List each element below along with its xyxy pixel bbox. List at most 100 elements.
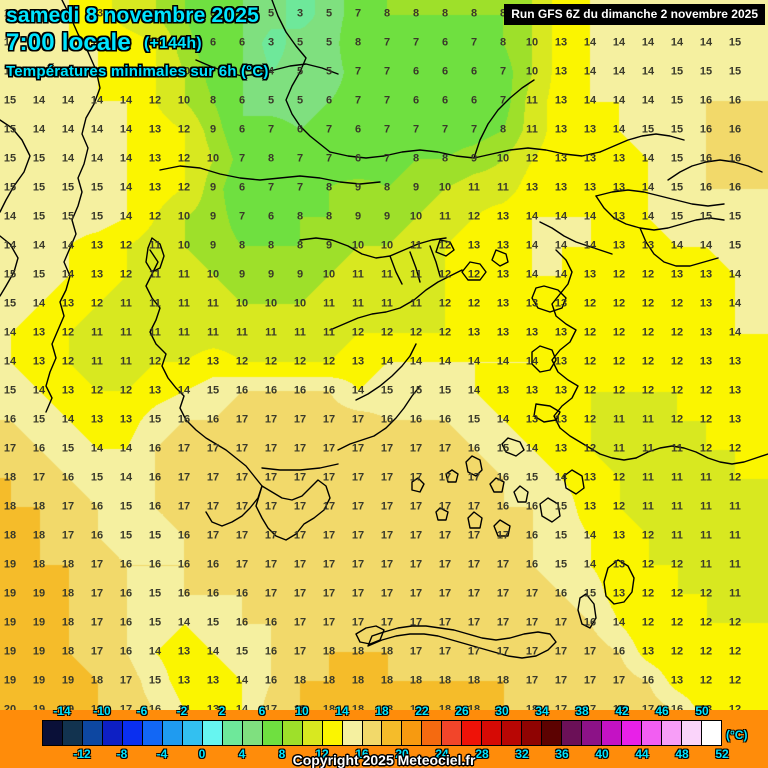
grid-value: 13 xyxy=(554,152,568,165)
grid-value: 13 xyxy=(670,268,684,281)
grid-value: 14 xyxy=(3,355,17,368)
grid-value: 16 xyxy=(235,587,249,600)
grid-value: 12 xyxy=(641,268,655,281)
grid-value: 18 xyxy=(90,674,104,687)
grid-value: 16 xyxy=(32,442,46,455)
grid-value: 14 xyxy=(612,616,626,629)
grid-value: 6 xyxy=(296,123,304,136)
coastline-path xyxy=(261,463,339,471)
grid-value: 14 xyxy=(728,326,742,339)
grid-value: 7 xyxy=(383,152,391,165)
grid-value: 15 xyxy=(61,210,75,223)
grid-value: 17 xyxy=(90,558,104,571)
grid-value: 14 xyxy=(699,239,713,252)
scale-swatch xyxy=(202,721,223,745)
grid-value: 18 xyxy=(438,674,452,687)
grid-value: 15 xyxy=(32,210,46,223)
grid-value: 8 xyxy=(238,239,246,252)
grid-value: 16 xyxy=(177,558,191,571)
scale-swatch xyxy=(522,721,543,745)
scale-swatch xyxy=(622,721,643,745)
grid-value: 9 xyxy=(470,152,478,165)
grid-value: 9 xyxy=(180,36,188,49)
grid-value: 15 xyxy=(525,471,539,484)
grid-value: 18 xyxy=(409,703,423,710)
grid-value: 17 xyxy=(438,587,452,600)
grid-value: 12 xyxy=(467,297,481,310)
grid-value: 5 xyxy=(296,65,304,78)
scale-tick-top: 22 xyxy=(415,704,429,718)
grid-value: 13 xyxy=(177,674,191,687)
coastline-path xyxy=(473,79,535,159)
grid-value: 9 xyxy=(383,210,391,223)
grid-value: 7 xyxy=(325,152,333,165)
grid-value: 16 xyxy=(699,123,713,136)
grid-value: 12 xyxy=(728,703,742,710)
grid-value: 14 xyxy=(467,355,481,368)
grid-value: 8 xyxy=(412,7,420,20)
grid-value: 17 xyxy=(322,471,336,484)
scale-swatch xyxy=(322,721,343,745)
grid-value: 13 xyxy=(612,587,626,600)
grid-value: 12 xyxy=(641,616,655,629)
grid-value: 15 xyxy=(61,442,75,455)
grid-value: 17 xyxy=(554,674,568,687)
grid-value: 6 xyxy=(470,94,478,107)
grid-value: 16 xyxy=(235,616,249,629)
grid-value: 14 xyxy=(32,297,46,310)
grid-value: 12 xyxy=(641,326,655,339)
grid-value: 17 xyxy=(322,616,336,629)
grid-value: 15 xyxy=(467,413,481,426)
grid-value: 17 xyxy=(61,500,75,513)
grid-value: 15 xyxy=(90,210,104,223)
grid-value: 10 xyxy=(177,239,191,252)
grid-value: 17 xyxy=(351,587,365,600)
grid-value: 17 xyxy=(467,616,481,629)
grid-value: 15 xyxy=(148,413,162,426)
map-viewport[interactable]: 15 15 14 13 11 10 8 6 6 5 3 5 7 8 8 8 8 8 10 13 14 14 14 14 14 15… xyxy=(0,0,768,710)
grid-value: 16 xyxy=(148,558,162,571)
grid-value: 12 xyxy=(612,355,626,368)
color-scale-bar[interactable] xyxy=(42,720,722,746)
grid-value: 17 xyxy=(438,558,452,571)
grid-value: 7 xyxy=(412,123,420,136)
unit-label: (°C) xyxy=(726,728,748,742)
grid-value: 8 xyxy=(325,210,333,223)
grid-value: 13 xyxy=(699,326,713,339)
grid-value: 14 xyxy=(61,65,75,78)
grid-value: 16 xyxy=(119,645,133,658)
grid-value: 13 xyxy=(554,384,568,397)
grid-value: 12 xyxy=(119,384,133,397)
grid-value: 16 xyxy=(235,384,249,397)
grid-value: 12 xyxy=(61,355,75,368)
grid-value: 14 xyxy=(32,239,46,252)
grid-value: 13 xyxy=(61,384,75,397)
grid-value: 16 xyxy=(90,500,104,513)
grid-value: 14 xyxy=(3,210,17,223)
grid-value: 17 xyxy=(612,674,626,687)
scale-tick-bottom: 12 xyxy=(315,747,329,761)
grid-value: 5 xyxy=(267,94,275,107)
grid-value: 13 xyxy=(148,152,162,165)
grid-value: 18 xyxy=(525,703,539,710)
grid-value: 13 xyxy=(612,181,626,194)
grid-value: 18 xyxy=(380,645,394,658)
grid-value: 16 xyxy=(148,500,162,513)
grid-value: 18 xyxy=(61,616,75,629)
scale-tick-top: 42 xyxy=(615,704,629,718)
grid-value: 15 xyxy=(438,384,452,397)
grid-value: 12 xyxy=(177,123,191,136)
grid-value: 14 xyxy=(32,94,46,107)
scale-tick-top: 38 xyxy=(575,704,589,718)
grid-value: 17 xyxy=(32,471,46,484)
grid-value: 17 xyxy=(351,500,365,513)
grid-value: 13 xyxy=(496,239,510,252)
grid-value: 17 xyxy=(293,471,307,484)
grid-value: 14 xyxy=(641,181,655,194)
grid-value: 17 xyxy=(409,616,423,629)
grid-value: 16 xyxy=(177,413,191,426)
grid-value: 18 xyxy=(32,558,46,571)
scale-tick-bottom: 16 xyxy=(355,747,369,761)
scale-swatch xyxy=(222,721,243,745)
grid-value: 17 xyxy=(351,442,365,455)
